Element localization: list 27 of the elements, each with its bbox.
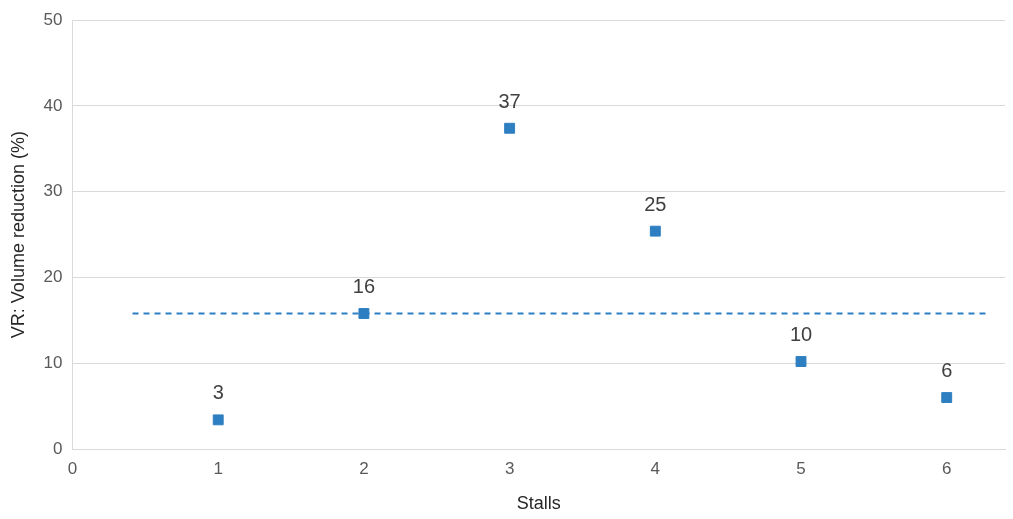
point: [795, 356, 807, 367]
y-tick-label: 0: [53, 438, 63, 458]
point: [649, 225, 661, 237]
y-axis-title: VR: Volume reduction (%): [7, 131, 28, 339]
x-tick-label: 6: [941, 458, 952, 478]
x-tick-label: 4: [650, 458, 661, 478]
y-tick-label: 40: [43, 95, 63, 115]
point: [504, 122, 516, 134]
y-tick-label: 10: [43, 352, 63, 372]
x-tick-label: 5: [796, 458, 806, 478]
data-label: 16: [352, 275, 376, 298]
data-label: 10: [789, 323, 813, 346]
point: [941, 392, 953, 403]
data-label: 3: [212, 381, 224, 404]
data-label: 37: [498, 89, 521, 112]
data-label: 25: [644, 192, 667, 215]
x-tick-label: 3: [504, 458, 515, 478]
x-axis-title: Stalls: [516, 493, 561, 514]
y-tick-label: 20: [43, 267, 63, 287]
y-tick-label: 50: [43, 9, 63, 29]
x-tick-label: 2: [359, 458, 369, 478]
x-tick-label: 1: [213, 458, 223, 478]
point: [358, 308, 370, 319]
y-tick-label: 30: [43, 181, 63, 201]
x-tick-label: 0: [67, 458, 78, 478]
data-label: 6: [941, 359, 953, 382]
point: [212, 414, 224, 426]
